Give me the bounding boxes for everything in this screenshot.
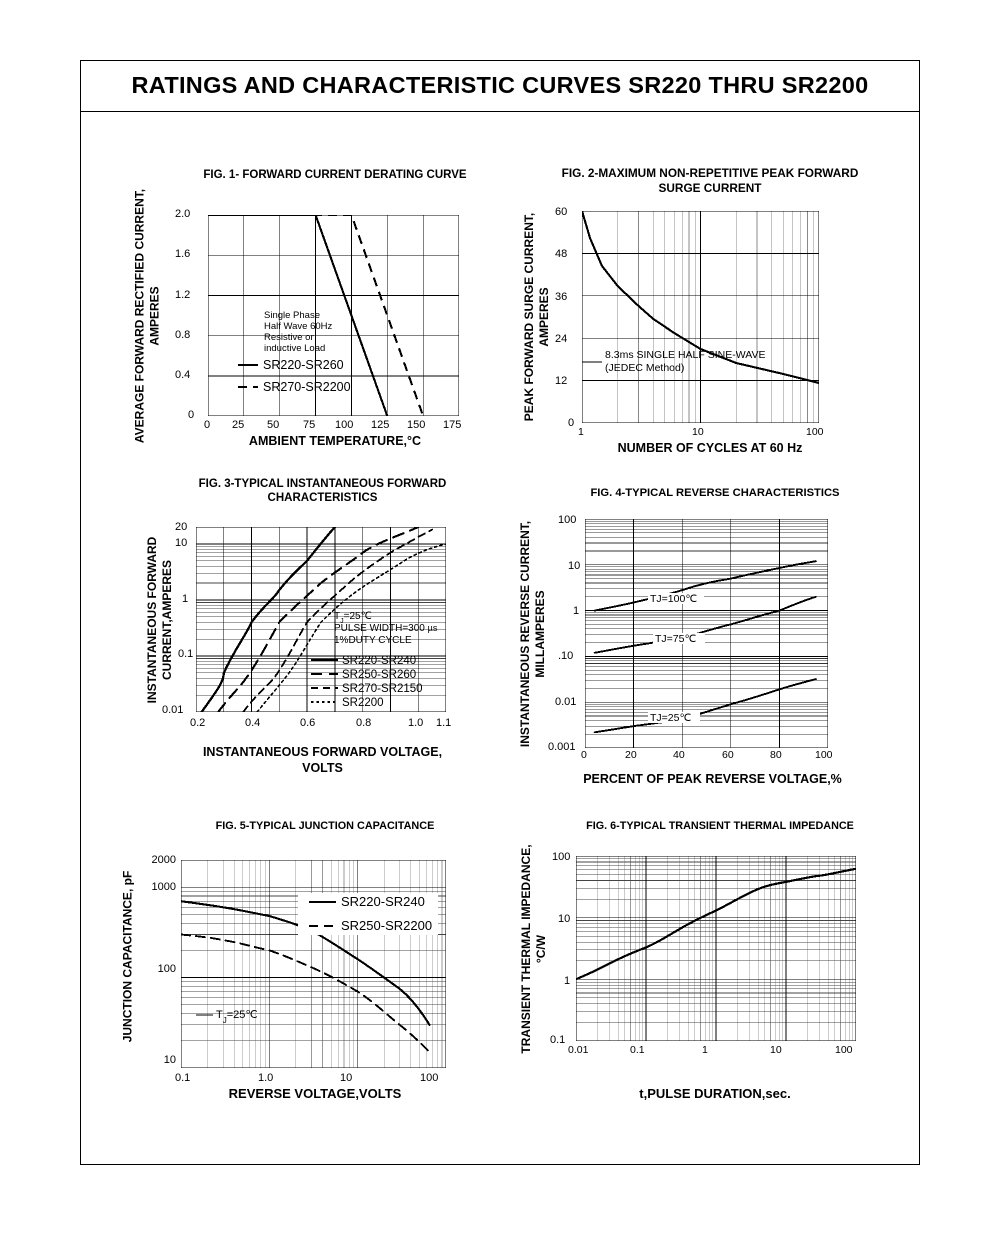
svg-text:TJ=25℃: TJ=25℃ [650,712,691,724]
svg-text:SR220-SR240: SR220-SR240 [341,894,425,909]
svg-text:SR2200: SR2200 [342,697,384,709]
svg-text:SR250-SR2200: SR250-SR2200 [341,918,432,933]
svg-text:SR250-SR260: SR250-SR260 [342,669,416,681]
svg-text:Single Phase: Single Phase [264,310,320,321]
svg-text:SR270-SR2200: SR270-SR2200 [263,380,351,394]
svg-text:Half Wave 60Hz: Half Wave 60Hz [264,321,333,332]
svg-text:SR220-SR240: SR220-SR240 [342,655,416,667]
svg-text:PULSE WIDTH=300 µs: PULSE WIDTH=300 µs [334,623,438,634]
svg-text:TJ=25℃: TJ=25℃ [216,1009,258,1025]
svg-text:(JEDEC Method): (JEDEC Method) [605,362,684,374]
svg-text:SR270-SR2150: SR270-SR2150 [342,683,423,695]
svg-text:inductive Load: inductive Load [264,343,325,354]
svg-text:TJ=100℃: TJ=100℃ [650,593,697,605]
svg-text:1%DUTY CYCLE: 1%DUTY CYCLE [334,635,412,646]
svg-text:8.3ms SINGLE HALF SINE-WAVE: 8.3ms SINGLE HALF SINE-WAVE [605,349,765,361]
svg-text:SR220-SR260: SR220-SR260 [263,358,344,372]
svg-text:Resistive or: Resistive or [264,332,314,343]
svg-text:TJ=75℃: TJ=75℃ [655,633,696,645]
